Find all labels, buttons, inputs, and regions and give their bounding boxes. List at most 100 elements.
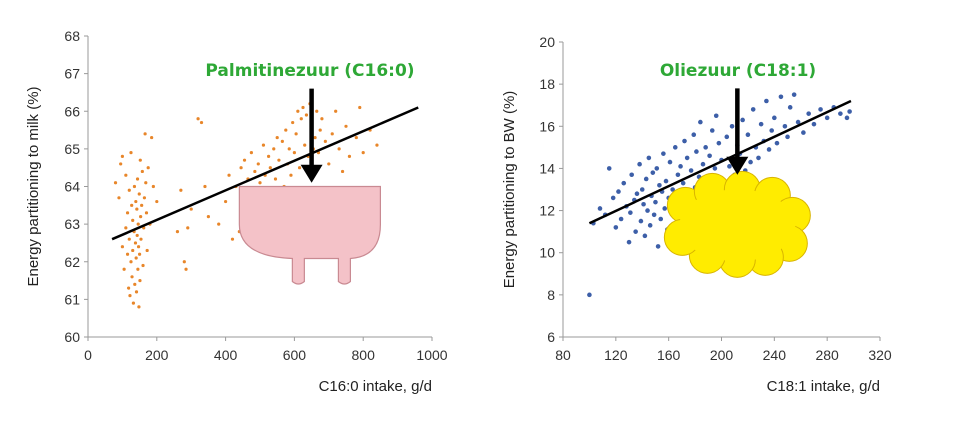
data-point: [294, 132, 298, 136]
data-point: [150, 135, 154, 140]
y-tick-label: 10: [539, 245, 555, 261]
x-tick-label: 800: [352, 347, 376, 363]
data-point: [284, 128, 288, 132]
data-point: [296, 109, 300, 113]
data-point: [745, 132, 751, 138]
data-point: [688, 168, 694, 173]
y-tick-label: 14: [539, 160, 555, 176]
data-point: [824, 115, 830, 121]
data-point: [182, 260, 186, 264]
data-point: [634, 191, 640, 197]
data-point: [267, 154, 271, 158]
data-point: [184, 267, 188, 271]
data-point: [289, 173, 293, 177]
data-point: [301, 105, 305, 110]
y-tick-label: 62: [64, 254, 80, 270]
data-point: [778, 94, 784, 100]
data-point: [847, 109, 852, 114]
data-point: [606, 166, 612, 171]
fat-cloud-illustration: [663, 170, 811, 278]
y-tick-label: 8: [547, 287, 555, 303]
data-point: [117, 196, 121, 200]
data-point: [610, 195, 616, 201]
data-point: [155, 199, 159, 204]
x-tick-label: 280: [815, 347, 839, 363]
data-point: [292, 151, 296, 155]
data-point: [186, 226, 190, 230]
data-point: [587, 292, 592, 298]
data-point: [657, 182, 662, 188]
data-point: [227, 173, 231, 177]
data-point: [141, 263, 145, 268]
data-point: [782, 123, 788, 129]
data-point: [661, 151, 666, 156]
data-point: [127, 188, 131, 192]
data-point: [748, 159, 753, 165]
data-point: [650, 170, 656, 175]
data-point: [136, 222, 140, 226]
data-point: [626, 239, 632, 245]
data-point: [756, 155, 761, 161]
data-point: [303, 143, 307, 147]
data-point: [700, 161, 706, 167]
data-point: [791, 92, 797, 97]
data-point: [113, 181, 118, 185]
data-point: [131, 218, 135, 222]
data-point: [653, 199, 658, 205]
data-point: [621, 180, 627, 186]
data-point: [138, 278, 142, 283]
data-point: [135, 233, 139, 238]
data-point: [323, 139, 327, 143]
data-point: [196, 117, 200, 121]
data-point: [199, 120, 204, 125]
data-point: [268, 166, 272, 170]
data-point: [327, 162, 331, 166]
data-point: [597, 206, 603, 211]
y-tick-label: 6: [547, 329, 555, 345]
data-point: [667, 159, 673, 165]
data-point: [764, 98, 769, 104]
data-point: [127, 237, 131, 241]
data-point: [277, 158, 281, 162]
arrow-head: [300, 164, 323, 183]
data-point: [120, 245, 124, 249]
data-point: [304, 113, 309, 117]
data-point: [140, 169, 144, 174]
y-tick-label: 60: [64, 329, 80, 345]
data-point: [806, 111, 811, 116]
data-point: [256, 162, 260, 166]
x-tick-label: 160: [657, 347, 681, 363]
arrow-head: [726, 156, 749, 175]
data-point: [647, 223, 653, 228]
data-point: [670, 187, 675, 192]
y-tick-label: 65: [64, 141, 80, 157]
data-point: [680, 180, 686, 186]
data-point: [651, 212, 657, 218]
data-point: [143, 132, 147, 136]
data-point: [130, 203, 134, 207]
data-point: [144, 211, 149, 215]
y-tick-label: 66: [64, 103, 80, 119]
y-tick-label: 64: [64, 179, 80, 195]
data-point: [145, 248, 149, 253]
data-point: [785, 134, 790, 140]
data-point: [639, 187, 645, 192]
data-point: [638, 218, 644, 224]
data-point: [132, 184, 137, 189]
data-point: [287, 147, 291, 151]
data-point: [122, 267, 126, 271]
data-point: [131, 248, 135, 253]
data-point: [297, 166, 302, 170]
data-point: [637, 161, 642, 167]
data-point: [844, 115, 850, 121]
annotation-label: Oliezuur (C18:1): [660, 61, 816, 81]
data-point: [138, 158, 142, 162]
annotation-label: Palmitinezuur (C16:0): [205, 61, 414, 81]
x-tick-label: 1000: [416, 347, 447, 363]
y-tick-label: 63: [64, 216, 80, 232]
data-point: [135, 177, 140, 181]
data-point: [654, 166, 660, 171]
data-point: [131, 301, 136, 305]
y-tick-label: 16: [539, 118, 555, 134]
data-point: [801, 130, 806, 135]
